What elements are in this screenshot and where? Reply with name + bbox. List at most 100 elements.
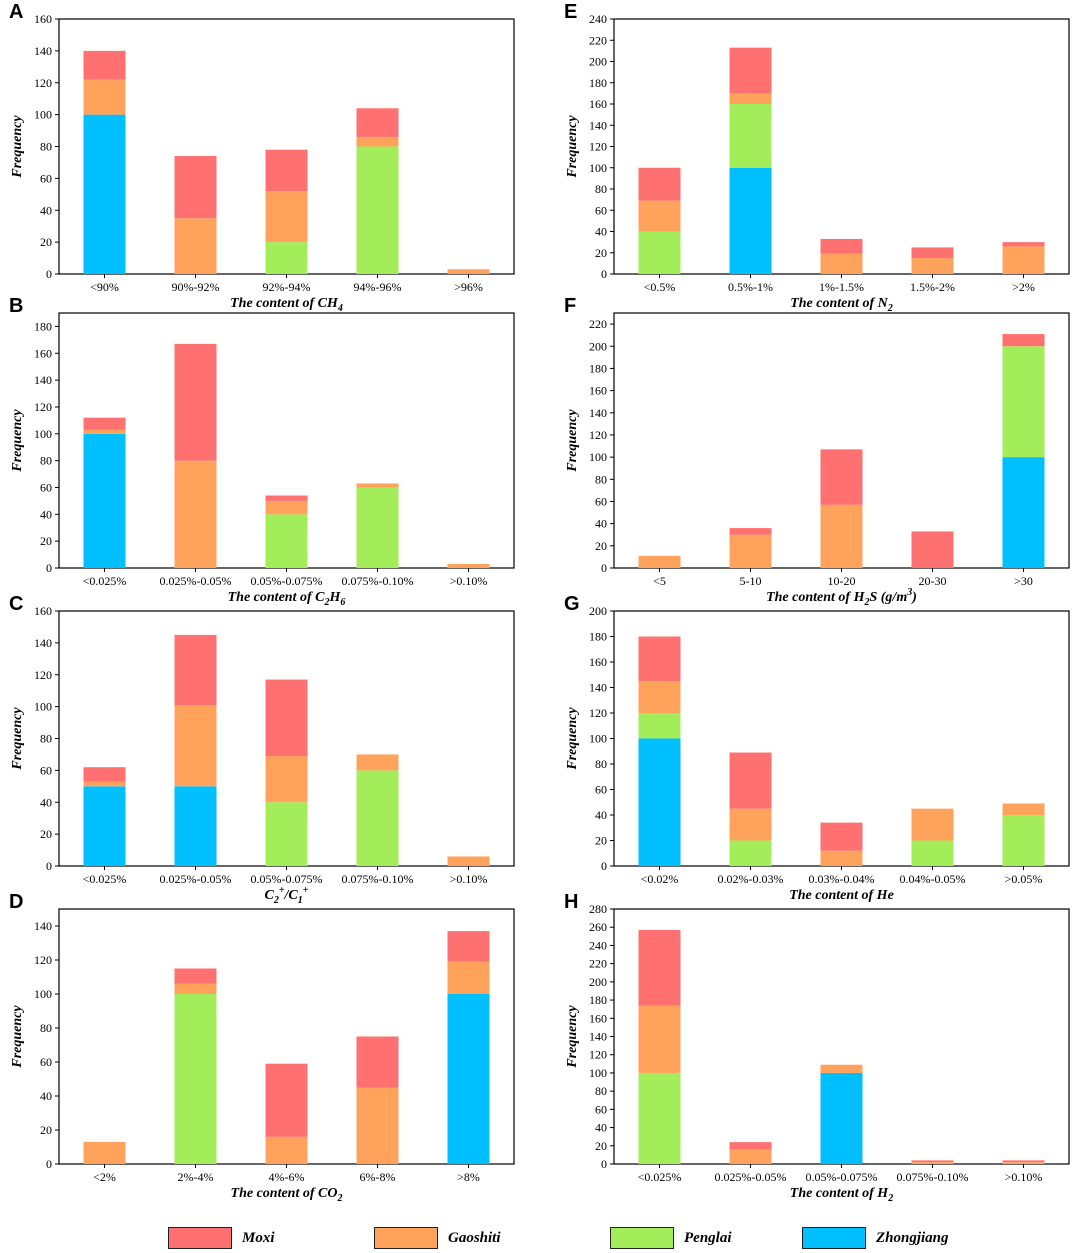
- x-tick-label-e-3: 1%-1.5%: [819, 280, 864, 294]
- x-tick-label-c-4: 0.075%-0.10%: [342, 872, 414, 886]
- y-tick-label-c-120: 120: [34, 668, 52, 682]
- x-tick-label-e-2: 0.5%-1%: [728, 280, 773, 294]
- bar-e-0-5pct-1pct-penglai: [729, 104, 772, 168]
- y-tick-label-h-100: 100: [589, 1066, 607, 1080]
- x-axis-title-e: The content of N2: [790, 296, 893, 314]
- y-axis-title-c: Frequency: [10, 707, 25, 771]
- panel-h: H 0 20 40 60 80 100 120 140 160 180 200 220 240 260 280…: [564, 891, 1070, 1204]
- y-tick-label-f-60: 60: [595, 494, 607, 508]
- panel-letter-f: F: [564, 295, 576, 317]
- y-tick-label-e-0: 0: [601, 267, 607, 281]
- bar-a-92pct-94pct-moxi: [265, 149, 308, 192]
- bar-f-10-20-moxi: [820, 449, 863, 505]
- x-tick-label-a-5: >96%: [454, 280, 483, 294]
- y-tick-label-g-140: 140: [589, 681, 607, 695]
- y-tick-label-h-200: 200: [589, 975, 607, 989]
- panel-letter-a: A: [9, 1, 23, 23]
- y-tick-label-c-0: 0: [46, 859, 52, 873]
- y-tick-label-b-60: 60: [40, 480, 52, 494]
- bar-a-lt-90pct-gaoshiti: [83, 79, 126, 115]
- legend-item-moxi: Moxi: [168, 1226, 275, 1250]
- bar-c-0-05pct-0-075pct-moxi: [265, 679, 308, 757]
- y-tick-label-g-40: 40: [595, 808, 607, 822]
- legend-label-penglai: Penglai: [684, 1229, 732, 1246]
- panel-c: C 0 20 40 60 80 100 120 140 160 <0.025% 0.025%-0.05…: [9, 593, 515, 906]
- panel-g: G 0 20 40 60 80 100 120 140 160 180 200 <0.02% 0.02%-…: [564, 593, 1070, 903]
- x-tick-label-h-3: 0.05%-0.075%: [806, 1170, 878, 1184]
- y-tick-label-a-120: 120: [34, 76, 52, 90]
- bar-a-92pct-94pct-gaoshiti: [265, 191, 308, 243]
- bar-c-0-075pct-0-10pct-gaoshiti: [356, 754, 399, 771]
- y-tick-label-d-60: 60: [40, 1055, 52, 1069]
- y-tick-label-e-180: 180: [589, 76, 607, 90]
- legend-swatch-zhongjiang: [802, 1227, 866, 1249]
- x-tick-label-b-1: <0.025%: [83, 574, 127, 588]
- y-tick-label-f-40: 40: [595, 517, 607, 531]
- x-tick-label-h-5: >0.10%: [1005, 1170, 1043, 1184]
- x-axis-title-a: The content of CH4: [230, 296, 343, 314]
- bar-b-0-05pct-0-075pct-penglai: [265, 514, 308, 568]
- y-tick-label-f-80: 80: [595, 472, 607, 486]
- legend-item-penglai: Penglai: [610, 1226, 732, 1250]
- bar-b-0-05pct-0-075pct-gaoshiti: [265, 500, 308, 515]
- bar-f-10-20-gaoshiti: [820, 504, 863, 568]
- y-tick-label-c-160: 160: [34, 604, 52, 618]
- bar-h-gt-0-10pct-moxi: [1002, 1160, 1045, 1163]
- panel-letter-b: B: [9, 295, 23, 317]
- x-tick-label-d-4: 6%-8%: [360, 1170, 396, 1184]
- x-tick-label-g-2: 0.02%-0.03%: [718, 872, 784, 886]
- bar-e-0-5pct-1pct-gaoshiti: [729, 93, 772, 104]
- bar-b-0-025pct-0-05pct-gaoshiti: [174, 460, 217, 568]
- y-tick-label-e-240: 240: [589, 12, 607, 26]
- bar-g-lt-0-02pct-moxi: [638, 636, 681, 682]
- y-tick-label-h-120: 120: [589, 1048, 607, 1062]
- bar-c-0-025pct-0-05pct-gaoshiti: [174, 705, 217, 787]
- bar-a-94pct-96pct-penglai: [356, 146, 399, 274]
- y-tick-label-h-280: 280: [589, 902, 607, 916]
- bar-g-gt-0-05pct-penglai: [1002, 815, 1045, 866]
- y-tick-label-h-180: 180: [589, 993, 607, 1007]
- bar-b-lt-0-025pct-gaoshiti: [83, 429, 126, 434]
- x-tick-label-b-5: >0.10%: [450, 574, 488, 588]
- y-tick-label-h-140: 140: [589, 1030, 607, 1044]
- x-tick-label-a-1: <90%: [90, 280, 119, 294]
- y-tick-label-e-160: 160: [589, 97, 607, 111]
- bar-a-92pct-94pct-penglai: [265, 242, 308, 274]
- chart-figure: A 0 20 40 60 80 100 120 140 160 <90% 90%-92% 92%-94%…: [9, 1, 1070, 1204]
- y-tick-label-f-200: 200: [589, 339, 607, 353]
- bar-h-lt-0-025pct-moxi: [638, 929, 681, 1006]
- panel-letter-g: G: [564, 593, 580, 615]
- x-tick-label-g-4: 0.04%-0.05%: [900, 872, 966, 886]
- y-tick-label-h-40: 40: [595, 1121, 607, 1135]
- y-tick-label-d-120: 120: [34, 953, 52, 967]
- bar-f-5-10-moxi: [729, 528, 772, 535]
- y-tick-label-g-100: 100: [589, 732, 607, 746]
- y-tick-label-h-240: 240: [589, 938, 607, 952]
- y-tick-label-b-80: 80: [40, 454, 52, 468]
- y-tick-label-h-80: 80: [595, 1084, 607, 1098]
- x-tick-label-f-2: 5-10: [740, 574, 762, 588]
- x-tick-label-b-2: 0.025%-0.05%: [160, 574, 232, 588]
- y-tick-label-h-260: 260: [589, 920, 607, 934]
- x-tick-label-e-1: <0.5%: [644, 280, 676, 294]
- x-tick-label-e-4: 1.5%-2%: [910, 280, 955, 294]
- y-tick-label-d-0: 0: [46, 1157, 52, 1171]
- panel-letter-h: H: [564, 891, 578, 913]
- legend: Moxi Gaoshiti Penglai Zhongjiang: [0, 1222, 1072, 1252]
- bar-h-0-05pct-0-075pct-zhongjiang: [820, 1072, 863, 1164]
- bar-c-0-075pct-0-10pct-penglai: [356, 770, 399, 866]
- plot-frame-e: [613, 18, 1070, 275]
- y-axis-title-g: Frequency: [565, 707, 580, 771]
- y-tick-label-d-20: 20: [40, 1123, 52, 1137]
- bar-h-0-025pct-0-05pct-gaoshiti: [729, 1149, 772, 1164]
- y-tick-label-a-160: 160: [34, 12, 52, 26]
- y-tick-label-h-0: 0: [601, 1157, 607, 1171]
- y-tick-label-e-60: 60: [595, 203, 607, 217]
- y-tick-label-e-40: 40: [595, 225, 607, 239]
- y-tick-label-g-200: 200: [589, 604, 607, 618]
- bar-e-1-5pct-2pct-moxi: [911, 247, 954, 259]
- x-axis-title-b: The content of C2H6: [228, 590, 346, 608]
- y-tick-label-d-40: 40: [40, 1089, 52, 1103]
- y-tick-label-f-140: 140: [589, 406, 607, 420]
- x-tick-label-c-3: 0.05%-0.075%: [251, 872, 323, 886]
